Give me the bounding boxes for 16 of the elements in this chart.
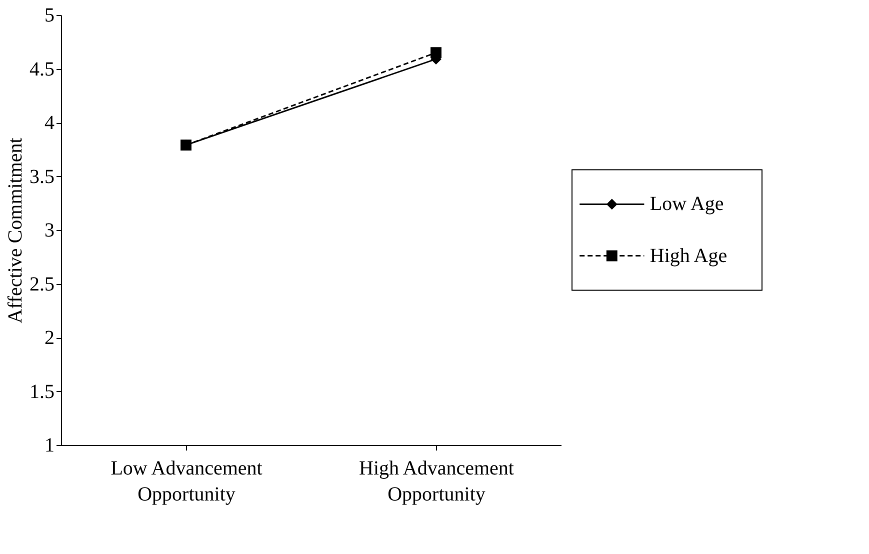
y-tick-label: 3.5 — [30, 166, 54, 188]
point — [180, 140, 192, 151]
point — [430, 47, 442, 58]
x-tick-label: High Advancement Opportunity — [359, 458, 514, 506]
y-tick-label: 5 — [44, 4, 54, 26]
y-tick-label: 1 — [44, 434, 54, 456]
y-tick-label: 4.5 — [30, 58, 54, 80]
x-tick-label: Low Advancement Opportunity — [110, 458, 263, 506]
legend-label: Low Age — [650, 193, 724, 216]
legend-label: High Age — [650, 244, 728, 267]
y-tick-label: 3 — [44, 220, 54, 242]
y-tick-label: 1.5 — [30, 380, 54, 403]
y-tick-label: 2.5 — [30, 273, 54, 296]
y-tick-label: 4 — [44, 112, 54, 134]
y-axis-title: Affective Commitment — [4, 137, 26, 324]
y-tick-label: 2 — [44, 327, 54, 349]
